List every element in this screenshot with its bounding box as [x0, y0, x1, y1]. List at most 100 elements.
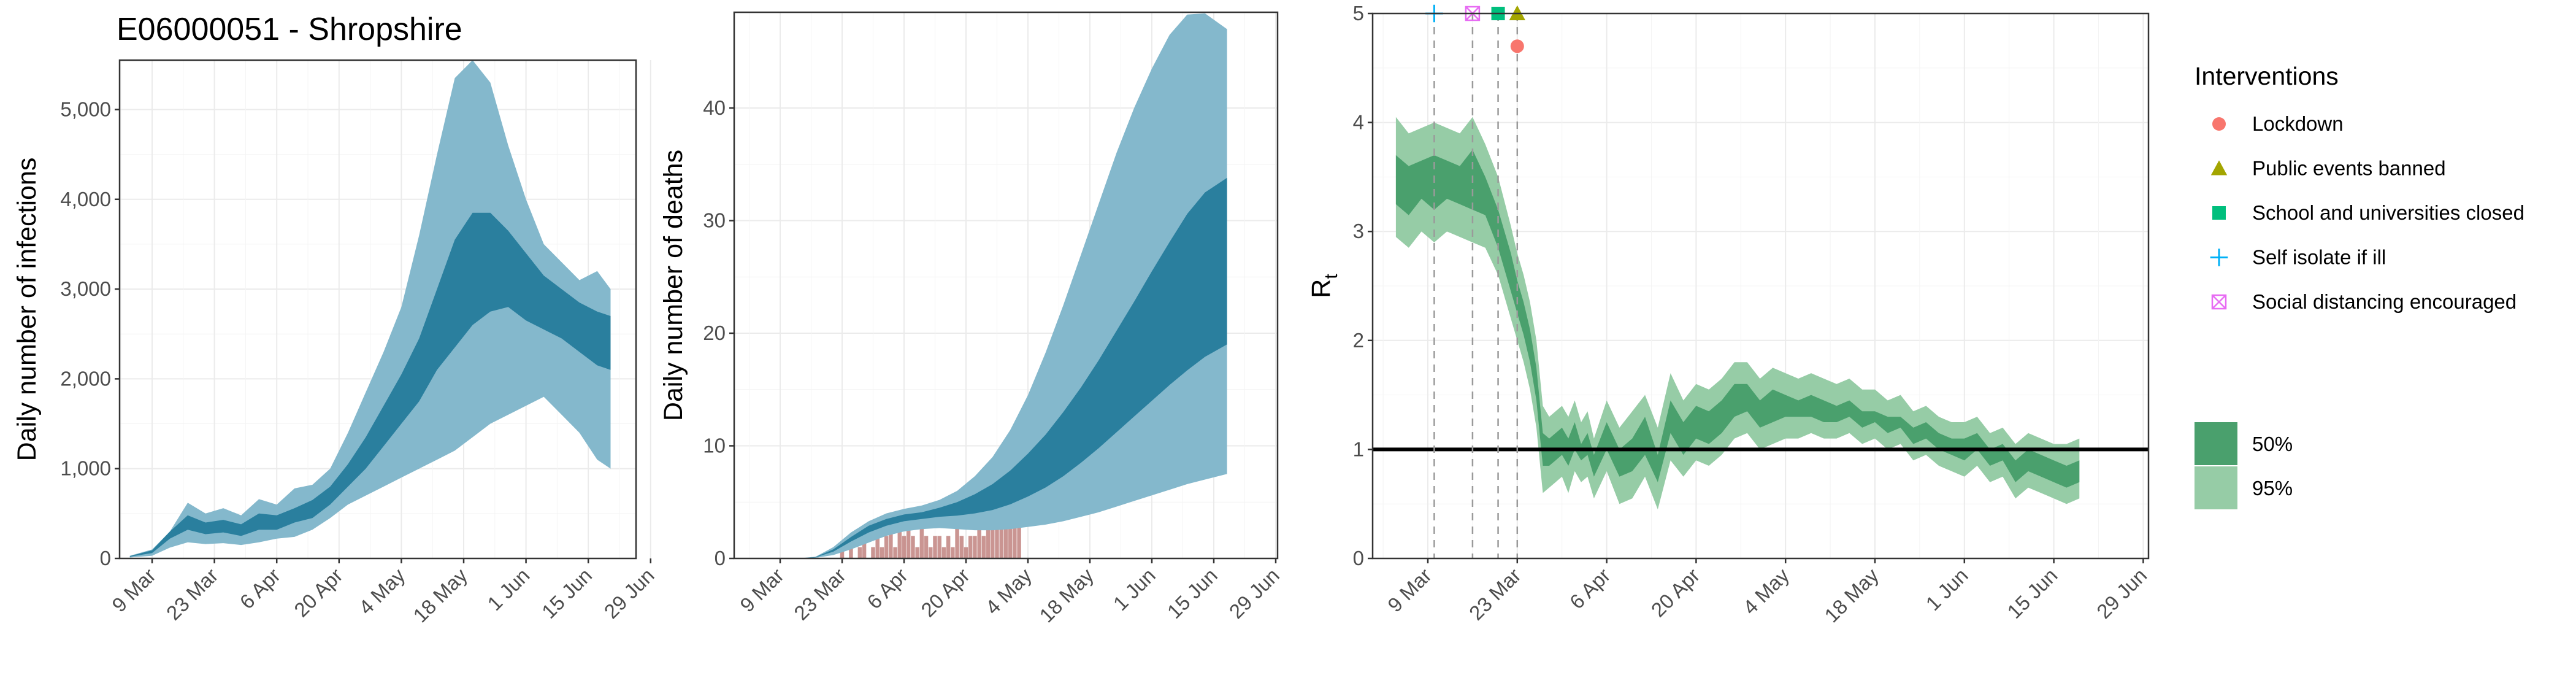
observed-death-bar — [840, 547, 845, 558]
observed-death-bar — [991, 524, 995, 558]
observed-death-bar — [981, 536, 986, 558]
y-tick-label: 2 — [1353, 329, 1364, 352]
observed-death-bar — [924, 536, 929, 558]
observed-death-bar — [977, 524, 981, 558]
observed-death-bar — [915, 547, 919, 558]
y-tick-label: 3,000 — [60, 277, 111, 300]
y-tick-label: 0 — [100, 547, 111, 569]
x-tick-label: 18 May — [408, 563, 472, 627]
observed-death-bar — [955, 524, 959, 558]
x-tick-label: 6 Apr — [1565, 564, 1615, 614]
y-axis-label-subscript: t — [1321, 274, 1341, 279]
y-tick-label: 20 — [703, 322, 726, 344]
band-95 — [129, 60, 611, 558]
observed-death-bar — [968, 536, 973, 558]
y-tick-label: 1 — [1353, 438, 1364, 460]
observed-death-bar — [906, 524, 911, 558]
legend-key-plus — [2210, 249, 2228, 266]
x-tick-label: 1 Jun — [1109, 564, 1160, 615]
y-axis-label: Rt — [1306, 274, 1341, 298]
x-tick-label: 29 Jun — [2092, 564, 2151, 623]
y-tick-label: 10 — [703, 434, 726, 457]
y-tick-label: 3 — [1353, 220, 1364, 242]
observed-death-bar — [880, 547, 884, 558]
intervention-marker — [1510, 39, 1524, 53]
panel-border — [118, 59, 637, 560]
legend-key-boxcross — [2211, 294, 2227, 310]
y-tick-label: 1,000 — [60, 457, 111, 480]
observed-death-bar — [897, 524, 902, 558]
x-tick-label: 23 Mar — [1465, 564, 1525, 625]
x-tick-label: 20 Apr — [1647, 564, 1704, 622]
legend-item-label: Self isolate if ill — [2252, 246, 2386, 269]
band-95 — [1395, 117, 2080, 510]
legend-item-label: Public events banned — [2252, 157, 2446, 180]
legend-ci-swatch — [2195, 422, 2237, 465]
legend-ci-label: 95% — [2252, 477, 2293, 500]
y-tick-label: 4,000 — [60, 188, 111, 210]
legend-ci-swatch — [2195, 466, 2237, 509]
x-tick-label: 15 Jun — [1163, 564, 1222, 623]
y-axis-label: Daily number of infections — [12, 158, 42, 461]
x-tick-label: 20 Apr — [916, 564, 974, 622]
observed-death-bar — [911, 536, 915, 558]
y-axis-label: Daily number of deaths — [659, 150, 688, 421]
interventions-legend: Interventions Lockdown Public events banne… — [2195, 62, 2524, 509]
grid-lines — [120, 60, 651, 559]
panel-border — [1371, 12, 2150, 560]
observed-death-bar — [951, 547, 955, 558]
x-tick-label: 29 Jun — [1225, 564, 1284, 623]
observed-death-bar — [884, 536, 889, 558]
observed-death-bar — [959, 536, 964, 558]
legend-ci-label: 50% — [2252, 433, 2293, 455]
observed-death-bar — [1008, 524, 1013, 558]
observed-death-bar — [1003, 502, 1008, 558]
x-tick-label: 4 May — [1738, 563, 1793, 619]
observed-death-bar — [893, 547, 897, 558]
x-tick-label: 29 Jun — [600, 564, 659, 623]
x-tick-label: 9 Mar — [1383, 564, 1436, 617]
observed-death-bar — [986, 513, 991, 558]
legend-key-square — [2212, 206, 2226, 220]
observed-death-bar — [933, 536, 937, 558]
y-tick-label: 5,000 — [60, 98, 111, 120]
legend-key-triangle — [2210, 160, 2228, 176]
observed-death-bar — [889, 524, 893, 558]
x-tick-label: 18 May — [1820, 563, 1883, 627]
observed-death-bar — [941, 547, 946, 558]
legend-item-label: Social distancing encouraged — [2252, 290, 2517, 313]
observed-death-bar — [902, 536, 907, 558]
observed-death-bar — [871, 547, 875, 558]
y-tick-label: 30 — [703, 209, 726, 231]
y-tick-label: 40 — [703, 96, 726, 119]
x-tick-label: 23 Mar — [162, 564, 223, 625]
infections-panel: 0 1,000 2,000 3,000 4,000 5,000 9 Mar 23 Mar 6 A… — [12, 59, 659, 627]
y-axis-label-main: R — [1306, 279, 1336, 298]
observed-death-bar — [857, 547, 862, 558]
x-tick-label: 4 May — [981, 563, 1036, 619]
observed-death-bar — [919, 524, 924, 558]
observed-death-bar — [973, 536, 977, 558]
y-tick-label: 4 — [1353, 111, 1364, 134]
legend-item-label: Lockdown — [2252, 112, 2344, 135]
y-tick-label: 5 — [1353, 2, 1364, 25]
legend-item-label: School and universities closed — [2252, 201, 2524, 224]
x-tick-label: 6 Apr — [235, 564, 285, 614]
observed-death-bar — [849, 547, 853, 558]
observed-death-bar — [964, 547, 968, 558]
y-tick-label: 0 — [1353, 547, 1364, 569]
band-50 — [762, 177, 1227, 558]
x-tick-label: 18 May — [1035, 563, 1098, 627]
observed-death-bar — [946, 536, 951, 558]
legend-title: Interventions — [2195, 62, 2339, 90]
x-tick-label: 9 Mar — [107, 564, 160, 617]
band-50 — [129, 212, 611, 557]
x-tick-label: 1 Jun — [483, 564, 534, 615]
band-50 — [1395, 150, 2080, 488]
observed-death-bar — [937, 536, 941, 558]
legend-key-circle — [2212, 117, 2226, 131]
x-tick-label: 15 Jun — [537, 564, 596, 623]
rt-panel: 0 1 2 3 4 5 9 Mar 23 Mar 6 Apr 20 Apr 4 May 18 May 1… — [1306, 2, 2151, 627]
